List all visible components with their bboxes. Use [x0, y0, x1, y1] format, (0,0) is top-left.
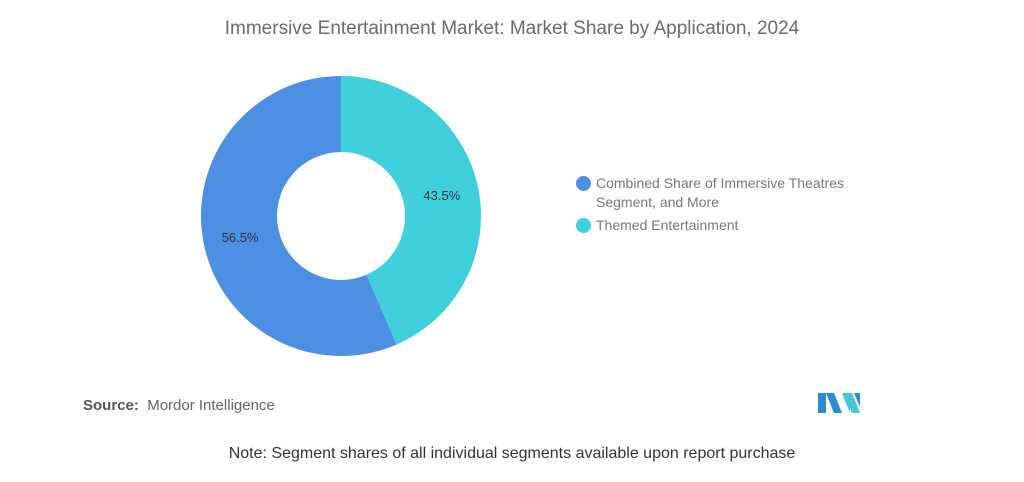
- slice-data-label: 56.5%: [222, 230, 259, 245]
- mordor-logo-icon: [818, 393, 860, 413]
- legend-swatch: [576, 218, 591, 233]
- donut-slice: [341, 76, 482, 345]
- footnote: Note: Segment shares of all individual s…: [228, 445, 796, 462]
- chart-title: Immersive Entertainment Market: Market S…: [224, 18, 800, 39]
- legend: Combined Share of Immersive Theatres Seg…: [576, 174, 876, 239]
- legend-item: Themed Entertainment: [576, 216, 876, 235]
- legend-label: Themed Entertainment: [596, 217, 739, 233]
- source-value: Mordor Intelligence: [147, 397, 275, 414]
- slice-data-label: 43.5%: [423, 188, 460, 203]
- legend-swatch: [576, 176, 591, 191]
- source: Source: Mordor Intelligence: [83, 397, 275, 414]
- legend-label: Combined Share of Immersive Theatres Seg…: [596, 175, 844, 210]
- legend-item: Combined Share of Immersive Theatres Seg…: [576, 174, 876, 212]
- source-label: Source:: [83, 397, 139, 414]
- donut-slice: [201, 76, 397, 356]
